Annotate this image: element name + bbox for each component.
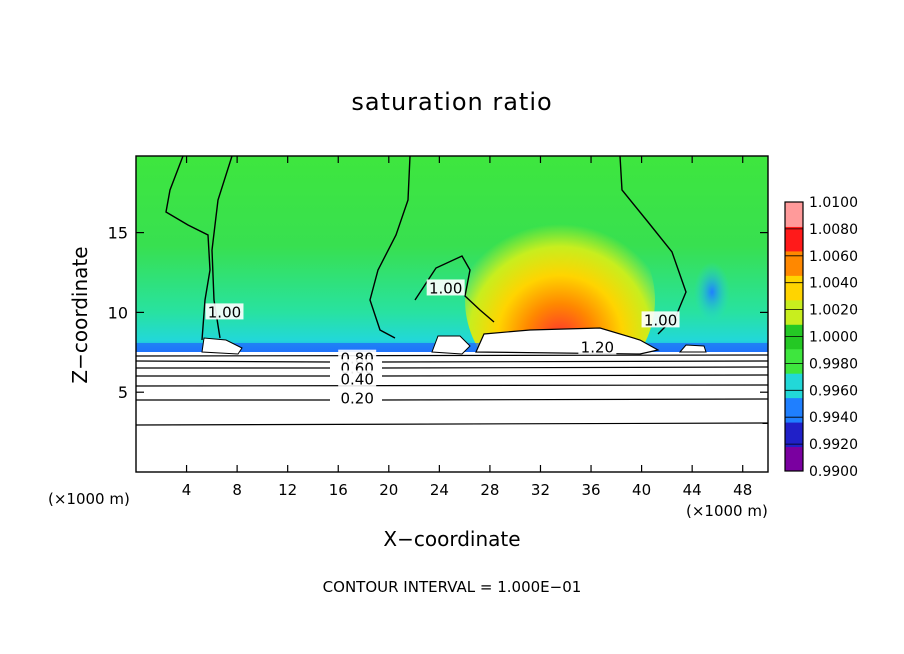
x-tick-label: 48	[733, 481, 752, 499]
cloud-patch	[431, 335, 471, 355]
colorbar-swatch	[785, 299, 803, 325]
x-axis-label: X−coordinate	[383, 527, 521, 551]
y-axis-label: Z−coordinate	[68, 246, 92, 384]
x-tick-label: 16	[329, 481, 348, 499]
contour-isolines	[136, 354, 768, 426]
x-tick-label: 8	[232, 481, 242, 499]
contour-label: 0.20	[340, 390, 373, 408]
colorbar-label: 0.9920	[809, 437, 858, 453]
contour-interval-note: CONTOUR INTERVAL = 1.000E−01	[322, 578, 582, 596]
lower-region	[136, 352, 768, 472]
x-axis: 4 8 12 16 20 24 28 32 36 40 44 48	[182, 156, 752, 499]
colorbar-label: 1.0100	[809, 195, 858, 211]
colorbar-label: 0.9980	[809, 356, 858, 372]
contour-label-bg	[338, 370, 377, 387]
contour-label: 1.00	[644, 311, 677, 329]
contour-label: 1.00	[208, 303, 241, 321]
colorbar-swatch	[785, 226, 803, 252]
x-tick-label: 36	[581, 481, 600, 499]
x-tick-label: 40	[632, 481, 651, 499]
colorbar-swatch	[785, 275, 803, 301]
colorbar-label: 1.0020	[809, 303, 858, 319]
colorbar-swatch	[785, 446, 803, 472]
x-tick-label: 32	[531, 481, 550, 499]
contour-label: 1.20	[581, 339, 614, 357]
chart-title: saturation ratio	[351, 88, 553, 116]
contour-label: 0.40	[340, 370, 373, 388]
cloud-patch	[201, 337, 243, 355]
contour-label: 1.00	[429, 279, 462, 297]
x-tick-label: 44	[683, 481, 702, 499]
cloud-patch	[678, 344, 707, 353]
contour-label-bg	[641, 311, 680, 328]
low-saturation-patch	[694, 262, 730, 322]
colorbar-swatch	[785, 202, 803, 227]
colorbar: 1.0100 1.0080 1.0060 1.0040 1.0020 1.0000 0.99…	[784, 195, 858, 480]
contour-label-bg	[338, 389, 377, 406]
contour-labels: 1.001.001.001.200.800.600.400.20	[205, 279, 680, 408]
y-tick-label: 10	[108, 303, 128, 322]
y-tick-label: 15	[108, 224, 128, 243]
contour-label-bg	[205, 303, 244, 320]
x-tick-label: 12	[278, 481, 297, 499]
colorbar-label: 1.0060	[809, 249, 858, 265]
colorbar-label: 0.9900	[809, 464, 858, 480]
x-tick-label: 24	[430, 481, 449, 499]
plot-frame	[135, 155, 769, 473]
x-tick-label: 20	[379, 481, 398, 499]
z-unit-label: (×1000 m)	[48, 490, 130, 508]
colorbar-swatch	[785, 373, 803, 399]
colorbar-swatch	[785, 422, 803, 448]
x-tick-label: 4	[182, 481, 192, 499]
colorbar-label: 0.9940	[809, 410, 858, 426]
colorbar-label: 1.0000	[809, 330, 858, 346]
x-tick-label: 28	[480, 481, 499, 499]
colorbar-label: 1.0040	[809, 276, 858, 292]
contour-label-bg	[426, 279, 465, 296]
y-axis: 5 10 15	[108, 224, 768, 402]
colorbar-swatch	[785, 348, 803, 374]
colorbar-label: 1.0080	[809, 222, 858, 238]
y-tick-label: 5	[118, 383, 128, 402]
colorbar-swatch	[785, 397, 803, 423]
x-unit-label: (×1000 m)	[686, 502, 768, 520]
contour-label-bg	[578, 338, 617, 355]
colorbar-swatch	[785, 250, 803, 276]
colorbar-label: 0.9960	[809, 383, 858, 399]
